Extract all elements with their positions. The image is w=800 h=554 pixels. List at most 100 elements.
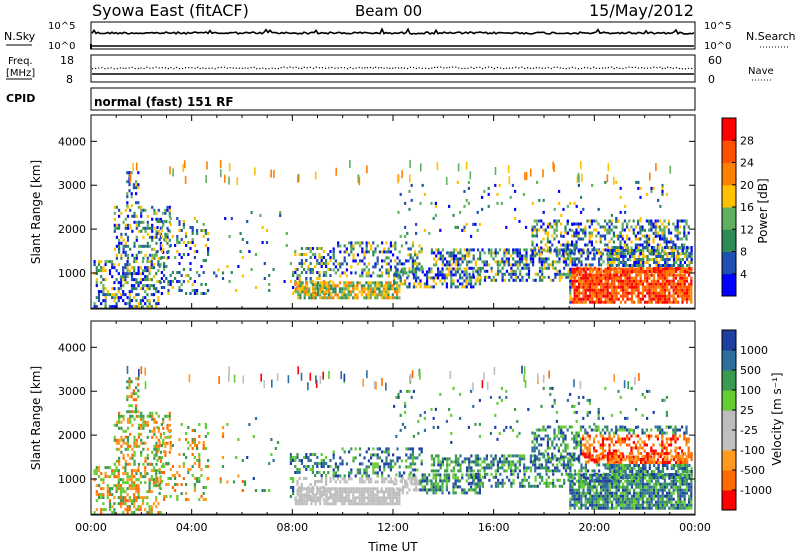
rti-cell-2373 [628,273,631,277]
rti-cell-2832 [666,261,669,264]
rti-cell-1418 [512,460,515,464]
rti-cell-2284 [608,273,611,277]
rti-cell-1233 [463,270,466,274]
rti-cell-2295 [611,273,614,277]
nave-tick-bottom: 0 [708,73,715,86]
rti-cell-204 [150,284,153,288]
rti-cell-2728 [628,252,632,255]
rti-cell-1036 [387,274,390,278]
rti-cell-1622 [525,478,528,482]
rti-cell-225 [157,269,160,273]
rti-cell-2236 [600,291,603,295]
rti-cell-461 [163,495,166,498]
rti-cell-2277 [608,300,611,304]
rti-cell-254 [120,420,123,424]
rti-cell-2988 [571,228,574,232]
rti-cell-748 [319,293,322,297]
rti-cell-1444 [529,460,532,464]
rti-cell-973 [348,474,351,478]
rti-cell-1658 [567,275,570,279]
rti-cell-200 [150,490,153,494]
rti-cell-336 [148,253,152,257]
rti-cell-1112 [411,456,414,460]
rti-cell-1364 [503,263,506,267]
rti-cell-774 [327,487,331,491]
rti-cell-32 [102,278,105,282]
rti-cell-2395 [635,288,638,292]
rti-cell-906 [391,293,394,297]
rti-cell-118 [126,472,129,476]
rti-cell-1413 [510,463,513,467]
rti-cell-1966 [645,234,648,238]
rti-cell-1958 [641,228,644,232]
rti-cell-694 [329,280,332,283]
rti-cell-219 [155,287,158,291]
rti-cell-22 [100,487,103,491]
rti-cell-1121 [414,456,417,460]
rti-cell-2173 [586,279,589,283]
rti-cell-1287 [448,251,451,255]
rti-cell-414 [128,171,131,175]
rti-cell-1163 [426,276,429,280]
rti-cell-1475 [549,460,552,464]
rti-cell-186 [146,496,149,500]
rti-cell-167 [141,296,145,300]
rti-cell-540 [193,280,196,283]
rti-cell-1393 [498,460,502,464]
rti-cell-1924 [628,219,631,223]
rti-cell-368 [157,208,160,212]
rti-cell-1724 [538,452,541,456]
rti-cell-1356 [496,263,499,267]
rti-cell-234 [115,441,118,445]
rti-cell-1708 [531,228,534,232]
rti-cell-990 [359,468,362,472]
rti-cell-2111 [573,276,576,280]
freq-label-1: Freq. [8,56,33,67]
rti-cell-1533 [593,460,596,464]
rti-cell-1537 [598,469,601,473]
rti-cell-1009 [374,265,377,269]
rti-cell-1867 [604,228,607,232]
rti-cell-360 [153,420,156,424]
rti-cell-1613 [519,484,522,488]
rti-cell-1984 [652,237,655,241]
rti-cell-1820 [582,249,585,253]
rti-cell-1325 [470,260,473,264]
rti-cell-491 [176,217,179,220]
rti-cell-2526 [663,297,666,301]
rti-cell-1020 [378,250,381,254]
rti-cell-1372 [505,248,508,252]
rti-cell-537 [196,459,199,462]
rti-cell-1758 [553,219,556,223]
rti-cell-1515 [593,248,596,252]
rti-cell-1728 [540,225,543,229]
rti-cell-1606 [510,481,513,485]
rti-cell-933 [396,496,399,500]
rti-cell-2662 [606,255,610,258]
rti-cell-1191 [441,267,444,271]
rti-cell-959 [339,474,342,478]
rti-cell-2044 [674,243,677,247]
rti-cell-437 [158,238,161,241]
rti-cell-1626 [538,278,542,282]
rti-cell-867 [374,284,377,288]
rti-cell-1151 [419,285,422,289]
rti-cell-283 [129,420,132,424]
rti-cell-2973 [542,210,545,214]
rti-cell-520 [187,280,190,283]
rti-cell-1618 [527,275,531,279]
rti-cell-1028 [374,462,377,466]
rti-cell-871 [369,496,372,500]
rti-cell-9 [95,472,98,476]
power-colorbar-label-1: 8 [740,246,747,259]
rti-cell-2642 [688,282,691,286]
rti-cell-3025 [650,189,653,193]
rti-cell-1105 [420,265,423,269]
rti-cell-789 [334,487,337,491]
rti-cell-712 [299,493,302,497]
rti-cell-341 [146,414,149,418]
rti-cell-1424 [534,251,537,255]
rti-cell-1856 [599,252,602,256]
rti-cell-2057 [678,252,681,256]
rti-cell-1042 [381,480,384,484]
